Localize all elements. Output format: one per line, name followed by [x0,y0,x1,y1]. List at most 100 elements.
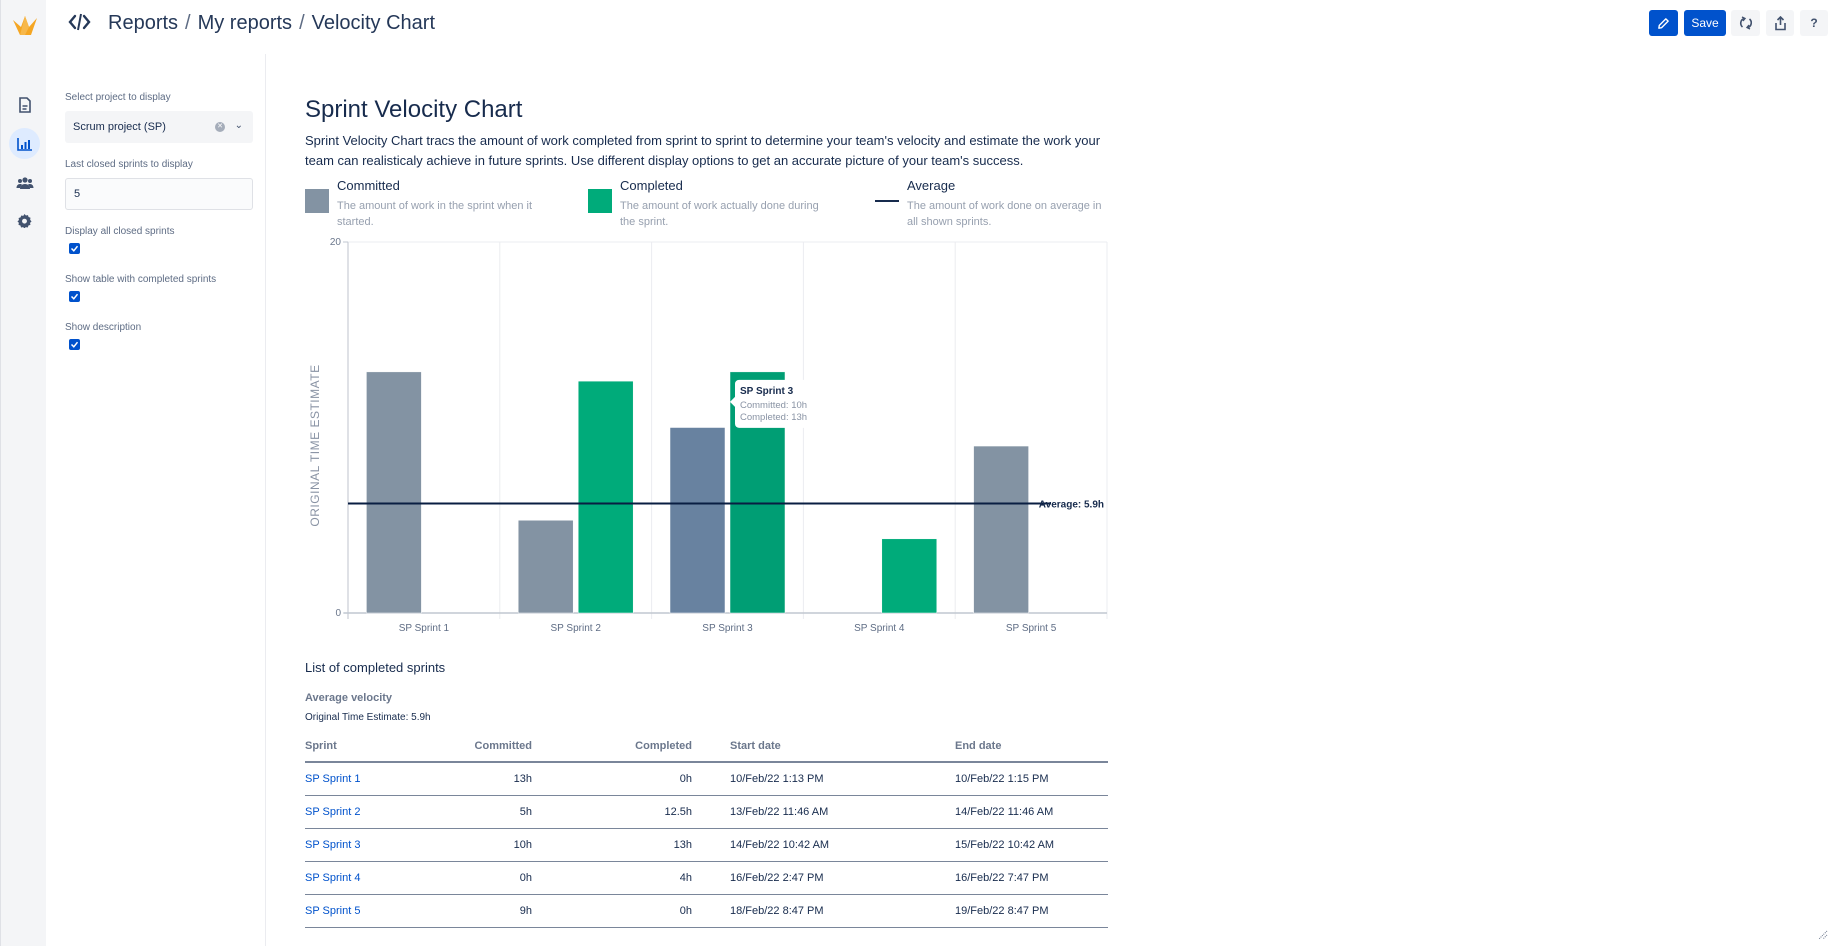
show-table-checkbox[interactable] [69,291,80,302]
sprint-link[interactable]: SP Sprint 3 [305,838,361,851]
x-tick-label: SP Sprint 4 [854,623,905,634]
column-header-completed: Completed [570,730,730,763]
column-header-start-date: Start date [730,730,955,763]
start-date-cell: 14/Feb/22 10:42 AM [730,828,955,862]
rail-item-documents[interactable] [9,89,40,120]
show-description-label: Show description [65,322,142,333]
end-date-cell: 16/Feb/22 7:47 PM [955,861,1108,895]
column-header-end-date: End date [955,730,1108,763]
clear-icon[interactable]: ✕ [215,122,225,132]
completed-cell: 13h [570,828,730,862]
table-row: SP Sprint 1 13h 0h 10/Feb/22 1:13 PM 10/Feb/… [305,762,1108,796]
completed-cell: 12.5h [570,795,730,829]
start-date-cell: 10/Feb/22 1:13 PM [730,762,955,796]
help-button[interactable]: ? [1800,10,1828,36]
committed-cell: 10h [455,828,570,862]
chart-icon [16,137,32,151]
committed-cell: 0h [455,861,570,895]
y-tick-label: 0 [335,608,341,619]
completed-cell: 4h [570,861,730,895]
display-all-label: Display all closed sprints [65,226,175,237]
edit-button[interactable] [1649,10,1678,36]
checkmark-icon [70,245,79,252]
sprint-link[interactable]: SP Sprint 1 [305,772,361,785]
breadcrumb-reports[interactable]: Reports [108,12,179,34]
people-icon [16,176,33,189]
legend-title: Committed [337,178,400,193]
x-tick-label: SP Sprint 2 [550,623,601,634]
project-select[interactable]: Scrum project (SP) ✕ ⌄ [65,111,253,143]
start-date-cell: 16/Feb/22 2:47 PM [730,861,955,895]
share-button[interactable] [1766,10,1794,36]
app-rail [0,0,46,946]
display-all-checkbox[interactable] [69,243,80,254]
sprint-link[interactable]: SP Sprint 4 [305,871,361,884]
bar-committed [973,445,1029,614]
start-date-cell: 18/Feb/22 8:47 PM [730,894,955,928]
code-icon [68,13,91,31]
average-velocity-title: Average velocity [305,692,393,704]
rail-item-people[interactable] [9,167,40,198]
checkmark-icon [70,293,79,300]
refresh-button[interactable] [1731,10,1760,36]
rail-item-settings[interactable] [9,205,40,236]
rail-item-reports[interactable] [9,128,40,159]
breadcrumb: Reports / My reports / Velocity Chart [108,12,435,35]
x-tick-label: SP Sprint 3 [702,623,753,634]
sprint-cell: SP Sprint 2 [305,795,455,829]
refresh-icon [1739,16,1752,30]
sprint-cell: SP Sprint 5 [305,894,455,928]
table-row: SP Sprint 5 9h 0h 18/Feb/22 8:47 PM 19/Feb/2… [305,894,1108,928]
sprint-link[interactable]: SP Sprint 5 [305,904,361,917]
sprint-cell: SP Sprint 3 [305,828,455,862]
y-tick-label: 20 [330,237,342,248]
share-icon [1774,15,1786,30]
resize-handle-icon[interactable] [1816,928,1828,940]
list-title: List of completed sprints [305,660,446,675]
bar-committed [517,520,574,614]
show-table-label: Show table with completed sprints [65,274,217,285]
table-row: SP Sprint 3 10h 13h 14/Feb/22 10:42 AM 15/Fe… [305,828,1108,862]
completed-cell: 0h [570,894,730,928]
show-description-checkbox[interactable] [69,339,80,350]
legend-desc: The amount of work actually done during … [620,200,819,228]
legend-desc: The amount of work in the sprint when it… [337,200,533,228]
tooltip-box [735,379,815,428]
pencil-icon [1658,17,1669,29]
legend-desc: The amount of work done on average in al… [907,200,1102,228]
start-date-cell: 13/Feb/22 11:46 AM [730,795,955,829]
end-date-cell: 19/Feb/22 8:47 PM [955,894,1108,928]
bar-completed [881,538,938,614]
y-axis-label: ORIGINAL TIME ESTIMATE [308,364,322,526]
sprints-count-input[interactable]: 5 [65,178,253,210]
bar-completed [577,380,634,614]
breadcrumb-current: Velocity Chart [311,12,436,34]
column-header-sprint: Sprint [305,730,455,763]
breadcrumb-my-reports[interactable]: My reports [197,12,293,34]
settings-panel: Select project to display Scrum project … [46,54,266,946]
completed-cell: 0h [570,762,730,796]
column-header-committed: Committed [455,730,570,763]
app-logo-icon[interactable] [12,13,38,37]
table-row: SP Sprint 4 0h 4h 16/Feb/22 2:47 PM 16/Feb/2… [305,861,1108,895]
sprint-cell: SP Sprint 4 [305,861,455,895]
gear-icon [17,213,32,228]
tooltip-line: Committed: 10h [740,400,807,411]
legend-line-average [875,200,899,202]
sprints-count-label: Last closed sprints to display [65,159,193,170]
bar-committed [669,427,726,614]
legend-title: Average [907,178,956,193]
tooltip-title: SP Sprint 3 [740,386,794,397]
chevron-down-icon[interactable]: ⌄ [234,120,243,131]
project-select-value: Scrum project (SP) [73,121,166,133]
save-button[interactable]: Save [1684,10,1726,36]
committed-cell: 13h [455,762,570,796]
average-label: Average: 5.9h [1039,500,1104,511]
committed-cell: 9h [455,894,570,928]
sprint-link[interactable]: SP Sprint 2 [305,805,361,818]
x-tick-label: SP Sprint 5 [1006,623,1057,634]
sprint-cell: SP Sprint 1 [305,762,455,796]
page-title: Sprint Velocity Chart [305,96,523,123]
legend-swatch-completed [588,189,612,213]
